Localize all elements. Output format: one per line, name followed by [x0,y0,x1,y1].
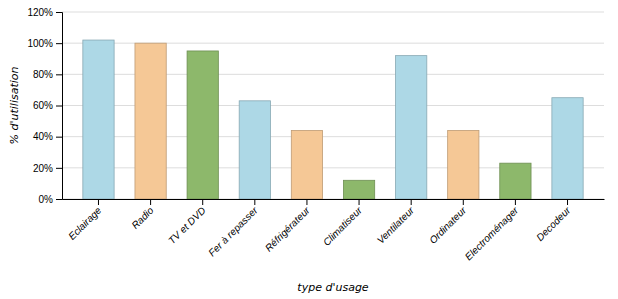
x-tick-label: Réfrigérateur [263,204,313,254]
x-tick: TV et DVD [166,199,208,246]
x-axis-title: type d'usage [297,281,369,294]
x-tick-mark [515,199,516,205]
bar [83,40,114,199]
bar [448,130,479,199]
x-tick-mark [150,199,151,205]
x-tick-mark [306,199,307,205]
y-tick-mark [56,106,62,107]
x-tick: Ventilateur [375,199,417,246]
x-tick-label: Ventilateur [375,204,417,246]
y-tick-mark [56,12,62,13]
grid [62,12,604,199]
x-tick-mark [359,199,360,205]
y-tick-label: 40% [33,131,53,142]
grid-line [62,12,604,13]
x-tick-mark [567,199,568,205]
x-tick-label: Radio [129,204,156,231]
y-tick: 100% [27,38,62,49]
x-tick-mark [98,199,99,205]
y-tick-label: 100% [27,38,53,49]
y-tick-mark [56,199,62,200]
x-tick-label: Ordinateur [427,204,469,246]
bar [291,130,322,199]
x-tick-label: Eclairage [66,204,104,242]
x-axis: Eclairage Radio TV et DVDFer à repasserRéf… [63,199,605,262]
x-tick-mark [463,199,464,205]
x-tick: Réfrigérateur [263,199,313,254]
x-tick-label: Decodeur [534,204,573,243]
x-axis-line [63,199,605,200]
y-axis-title: % d'utilisation [8,66,21,144]
bars [83,40,583,199]
x-tick: Climatiseur [321,199,365,248]
x-tick: Eclairage [66,199,104,242]
bar [396,56,427,199]
y-tick: 120% [27,7,62,18]
bar [343,180,374,199]
x-tick-label: Fer à repasser [206,204,260,258]
y-tick-label: 20% [33,163,53,174]
x-tick-label: Electroménager [463,204,521,262]
plot: Eclairage Radio TV et DVDFer à repasserRéf… [27,7,604,263]
bar [500,163,531,199]
x-tick-label: Climatiseur [321,204,365,248]
y-tick-label: 80% [33,69,53,80]
bar [239,101,270,199]
y-tick: 60% [33,100,62,111]
y-tick: 0% [39,194,62,205]
y-tick-mark [56,74,62,75]
x-tick-label: TV et DVD [166,205,208,247]
y-axis: 0% 20% 40% 60% 80% 100% 120% [27,7,62,205]
y-tick-mark [56,43,62,44]
x-tick-mark [411,199,412,205]
x-tick: Fer à repasser [206,199,260,258]
y-tick-label: 0% [39,194,54,205]
x-tick-mark [202,199,203,205]
y-tick-label: 120% [27,7,53,18]
x-tick: Radio [129,199,156,231]
bar [135,43,166,199]
x-tick: Ordinateur [427,199,469,246]
y-tick-label: 60% [33,100,53,111]
y-tick: 40% [33,131,62,142]
y-tick: 20% [33,163,62,174]
y-tick-mark [56,137,62,138]
bar [552,98,583,199]
chart: Eclairage Radio TV et DVDFer à repasserRéf… [0,0,618,299]
y-tick: 80% [33,69,62,80]
x-tick: Decodeur [534,199,573,243]
y-tick-mark [56,168,62,169]
bar [187,51,218,199]
x-tick-mark [254,199,255,205]
x-tick: Electroménager [463,199,521,262]
y-axis-line [56,13,63,200]
